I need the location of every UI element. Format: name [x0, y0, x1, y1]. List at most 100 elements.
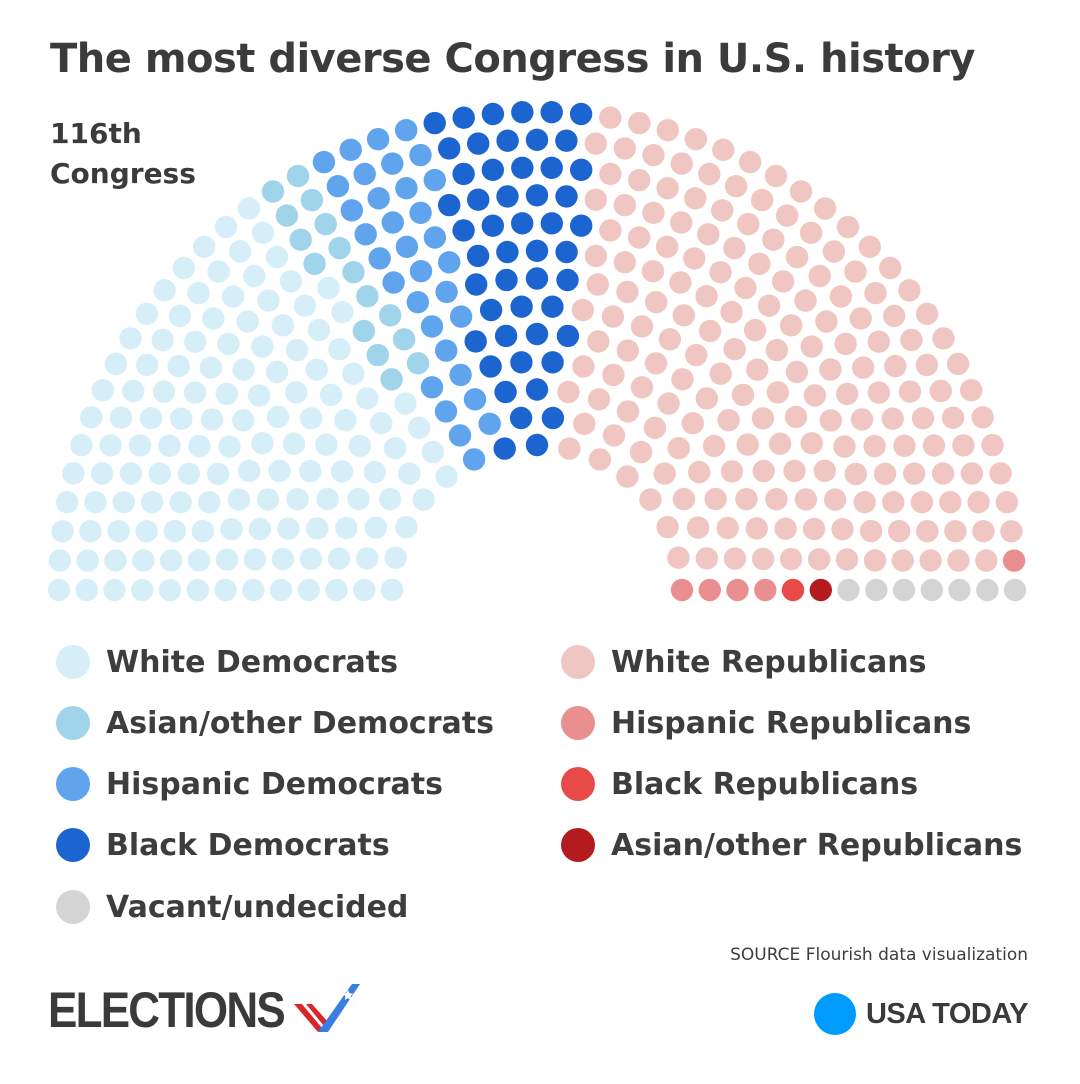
seat-white-republicans: [775, 204, 799, 227]
seat-white-democrats: [199, 356, 222, 379]
seat-white-democrats: [75, 578, 99, 602]
seat-asian-other-democrats: [406, 352, 430, 375]
legend-swatch-vacant-undecided: [56, 890, 90, 924]
seat-hispanic-democrats: [395, 177, 418, 200]
seat-white-republicans: [717, 409, 740, 432]
seat-white-republicans: [915, 353, 939, 377]
seat-white-republicans: [941, 406, 965, 429]
seat-white-democrats: [99, 434, 122, 457]
usatoday-wordmark: USA TODAY: [865, 997, 1029, 1030]
seat-black-democrats: [467, 188, 490, 211]
seat-white-republicans: [863, 434, 886, 458]
seat-black-democrats: [423, 111, 446, 135]
legend-swatch-asian-other-democrats: [56, 706, 90, 740]
seat-white-republicans: [768, 432, 792, 455]
seat-white-democrats: [238, 459, 261, 482]
seat-white-democrats: [119, 327, 142, 350]
seat-white-democrats: [148, 462, 171, 485]
seat-white-republicans: [641, 260, 665, 283]
seat-hispanic-democrats: [381, 211, 404, 234]
seat-black-democrats: [541, 351, 564, 374]
seat-white-democrats: [214, 578, 237, 602]
seat-vacant-undecided: [892, 578, 916, 602]
seat-white-republicans: [613, 193, 636, 217]
seat-white-republicans: [800, 432, 823, 455]
seat-white-democrats: [193, 235, 216, 258]
seat-hispanic-democrats: [381, 152, 404, 175]
seat-black-democrats: [525, 184, 549, 207]
seat-white-republicans: [588, 448, 612, 471]
seat-asian-other-democrats: [392, 328, 416, 351]
legend-swatch-white-republicans: [561, 645, 595, 679]
seat-white-democrats: [380, 578, 404, 602]
seat-white-democrats: [215, 548, 239, 571]
seat-white-democrats: [207, 260, 230, 283]
seat-white-democrats: [277, 517, 300, 540]
seat-black-democrats: [555, 240, 578, 264]
seat-white-democrats: [51, 520, 74, 543]
seat-hispanic-democrats: [353, 162, 376, 186]
seat-white-republicans: [789, 180, 813, 203]
seat-white-democrats: [319, 383, 343, 407]
seat-white-republicans: [724, 175, 748, 198]
seat-white-democrats: [167, 354, 190, 378]
seat-black-democrats: [525, 267, 549, 290]
seat-black-democrats: [525, 322, 549, 346]
chart-title: The most diverse Congress in U.S. histor…: [50, 36, 975, 82]
seat-black-democrats: [569, 102, 593, 126]
seat-black-democrats: [494, 324, 518, 348]
seat-white-democrats: [187, 549, 211, 572]
seat-white-democrats: [293, 294, 317, 317]
seat-asian-other-democrats: [380, 368, 403, 391]
seat-black-democrats: [541, 406, 565, 430]
legend-swatch-hispanic-republicans: [561, 706, 595, 740]
seat-black-democrats: [496, 240, 519, 264]
seat-white-democrats: [169, 491, 192, 514]
seat-white-democrats: [112, 491, 135, 514]
legend-swatch-white-democrats: [56, 645, 90, 679]
seat-white-republicans: [858, 235, 881, 258]
seat-white-republicans: [831, 518, 854, 541]
seat-asian-other-democrats: [286, 164, 310, 188]
seat-hispanic-republicans: [1002, 549, 1026, 572]
seat-white-democrats: [271, 547, 295, 571]
seat-white-republicans: [785, 245, 809, 269]
seat-white-democrats: [103, 578, 126, 602]
usatoday-logo: USA TODAY: [813, 993, 1029, 1035]
seat-white-republicans: [771, 270, 795, 293]
seat-white-democrats: [242, 578, 265, 602]
seat-white-republicans: [672, 487, 696, 511]
seat-white-republicans: [558, 437, 581, 460]
seat-white-democrats: [384, 437, 407, 460]
seat-white-democrats: [265, 245, 289, 269]
seat-black-democrats: [494, 380, 517, 404]
seat-white-republicans: [784, 405, 808, 429]
seat-white-democrats: [251, 432, 274, 455]
seat-white-republicans: [783, 459, 806, 483]
seat-hispanic-democrats: [478, 412, 501, 435]
seat-white-republicans: [864, 281, 887, 305]
seat-hispanic-democrats: [409, 201, 432, 224]
checkmark-flag-icon: [294, 984, 361, 1032]
seat-asian-other-democrats: [261, 180, 285, 203]
seat-white-democrats: [172, 256, 195, 280]
seat-white-democrats: [152, 380, 176, 403]
seat-white-democrats: [305, 358, 328, 381]
seat-white-democrats: [135, 353, 159, 377]
seat-white-republicans: [667, 437, 690, 460]
seat-white-republicans: [750, 188, 774, 212]
seat-asian-other-democrats: [379, 304, 402, 327]
seat-vacant-undecided: [865, 578, 888, 602]
seat-hispanic-democrats: [368, 247, 391, 270]
seat-white-republicans: [757, 294, 781, 317]
seat-white-republicans: [891, 549, 914, 572]
seat-white-republicans: [971, 406, 994, 429]
seat-black-democrats: [511, 212, 534, 235]
seat-hispanic-democrats: [395, 235, 419, 258]
legend-swatch-black-republicans: [561, 767, 595, 801]
seat-white-democrats: [307, 318, 331, 342]
seat-hispanic-democrats: [420, 315, 444, 338]
seat-hispanic-democrats: [366, 128, 390, 151]
seat-white-republicans: [915, 302, 939, 325]
seat-white-democrats: [122, 379, 145, 403]
